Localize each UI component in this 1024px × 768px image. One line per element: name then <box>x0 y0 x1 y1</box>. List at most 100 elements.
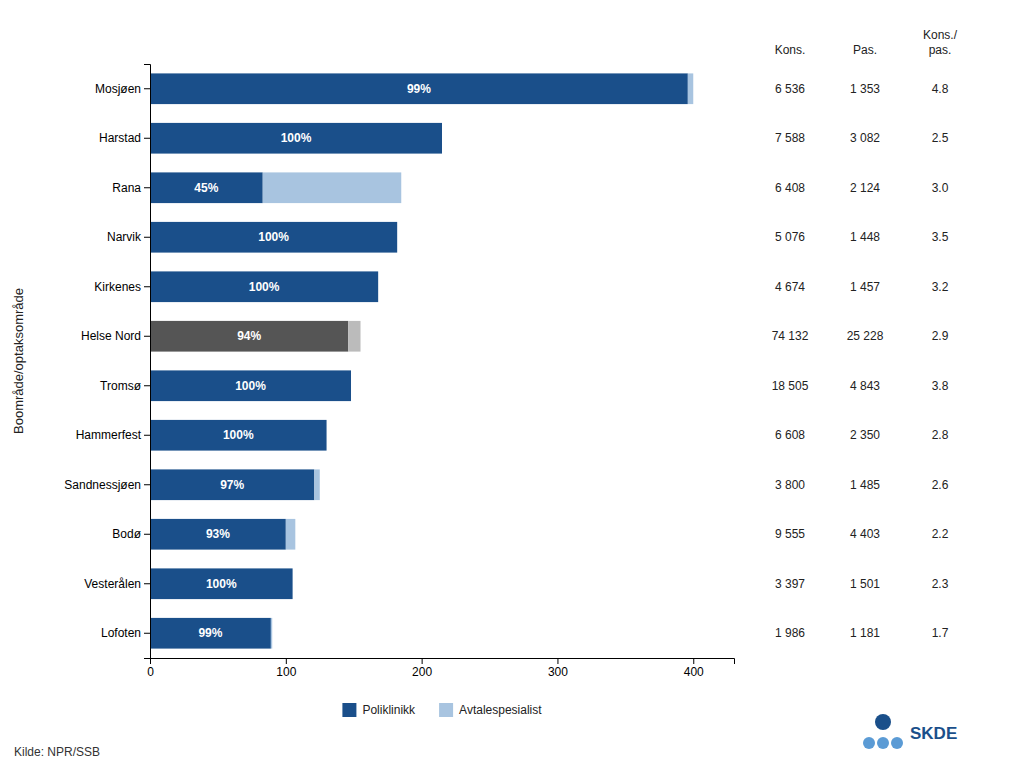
table-header: Kons./ <box>923 28 958 42</box>
table-cell: 2.3 <box>932 577 949 591</box>
bar <box>263 172 402 203</box>
x-tick: 400 <box>684 658 704 679</box>
table-cell: 2.8 <box>932 428 949 442</box>
axis-title: Boområde/optaksområde <box>11 288 26 434</box>
table-cell: 3 082 <box>850 131 880 145</box>
table-cell: 4 403 <box>850 527 880 541</box>
data-label: 97% <box>220 478 244 492</box>
data-label: 93% <box>206 527 230 541</box>
bar <box>150 370 351 401</box>
tick-mark <box>144 385 150 386</box>
data-label: 45% <box>194 181 218 195</box>
legend-label: Poliklinikk <box>362 703 416 717</box>
table-cell: 2.2 <box>932 527 949 541</box>
table-cell: 1 181 <box>850 626 880 640</box>
legend-item: Poliklinikk <box>342 703 416 717</box>
tick-label: Vesterålen <box>84 577 141 591</box>
bar <box>150 420 327 451</box>
x-tick: 300 <box>548 658 568 679</box>
table-cell: 2.9 <box>932 329 949 343</box>
y-tick: Harstad <box>99 131 150 145</box>
table-cell: 4 674 <box>775 280 805 294</box>
table-cell: 6 408 <box>775 181 805 195</box>
tick-label: Mosjøen <box>95 82 141 96</box>
table-cell: 3.8 <box>932 379 949 393</box>
logo-dot <box>891 737 903 749</box>
table-cell: 1 986 <box>775 626 805 640</box>
bar <box>150 519 286 550</box>
y-tick: Kirkenes <box>94 280 150 294</box>
legend: PoliklinikkAvtalespesialist <box>342 703 542 717</box>
tick-label: Lofoten <box>101 626 141 640</box>
legend-swatch <box>342 703 356 717</box>
bar <box>150 123 442 154</box>
bar <box>348 321 360 352</box>
table-cell: 1 485 <box>850 478 880 492</box>
tick-label: Hammerfest <box>76 428 142 442</box>
table-cell: 1 353 <box>850 82 880 96</box>
tick-label: 200 <box>412 665 432 679</box>
bar <box>351 370 352 401</box>
logo-dot <box>875 714 891 730</box>
legend-swatch <box>439 703 453 717</box>
bar <box>292 568 293 599</box>
tick-label: Narvik <box>107 230 142 244</box>
tick-mark <box>557 658 558 664</box>
table-cell: 74 132 <box>772 329 809 343</box>
y-tick: Narvik <box>107 230 150 244</box>
bar <box>150 469 314 500</box>
data-label: 99% <box>198 626 222 640</box>
y-tick: Lofoten <box>101 626 150 640</box>
tick-mark <box>286 658 287 664</box>
bar <box>150 618 271 649</box>
data-label: 100% <box>258 230 289 244</box>
table-header: Pas. <box>853 43 877 57</box>
table-cell: 3.2 <box>932 280 949 294</box>
x-tick: 100 <box>276 658 296 679</box>
tick-mark <box>144 187 150 188</box>
logo-dot <box>863 737 875 749</box>
tick-label: 100 <box>276 665 296 679</box>
bar <box>150 73 688 104</box>
data-label: 100% <box>235 379 266 393</box>
table-cell: 4.8 <box>932 82 949 96</box>
tick-mark <box>144 336 150 337</box>
table-cell: 2 124 <box>850 181 880 195</box>
bar <box>150 321 348 352</box>
x-tick: 200 <box>412 658 432 679</box>
y-tick: Hammerfest <box>76 428 150 442</box>
bar <box>286 519 296 550</box>
y-tick: Rana <box>112 181 150 195</box>
bar-series <box>263 73 694 648</box>
y-tick: Helse Nord <box>81 329 150 343</box>
bar <box>378 271 379 302</box>
y-tick: Tromsø <box>100 379 150 393</box>
table: Kons.6 5367 5886 4085 0764 67474 13218 5… <box>772 28 958 640</box>
tick-mark <box>144 435 150 436</box>
table-cell: 2 350 <box>850 428 880 442</box>
data-label: 100% <box>223 428 254 442</box>
y-tick: Sandnessjøen <box>64 478 150 492</box>
table-cell: 3.0 <box>932 181 949 195</box>
table-cell: 25 228 <box>847 329 884 343</box>
table-cell: 18 505 <box>772 379 809 393</box>
chart: 0 100 200 300 400 Mosjøen Harstad Rana Narvik Kir… <box>0 0 1024 768</box>
tick-label: Harstad <box>99 131 141 145</box>
tick-label: Sandnessjøen <box>64 478 141 492</box>
x-tick: 0 <box>147 658 154 679</box>
logo: SKDE <box>863 714 957 749</box>
tick-mark <box>144 138 150 139</box>
tick-mark <box>144 88 150 89</box>
y-axis: Mosjøen Harstad Rana Narvik Kirkenes Helse No… <box>64 65 150 659</box>
tick-label: Helse Nord <box>81 329 141 343</box>
table-cell: 1 501 <box>850 577 880 591</box>
axis-line <box>144 65 151 659</box>
bar <box>442 123 443 154</box>
tick-mark <box>144 484 150 485</box>
table-cell: 2.6 <box>932 478 949 492</box>
tick-mark <box>144 633 150 634</box>
bar <box>150 568 293 599</box>
bar <box>314 469 319 500</box>
tick-mark <box>144 583 150 584</box>
logo-text: SKDE <box>910 724 957 743</box>
